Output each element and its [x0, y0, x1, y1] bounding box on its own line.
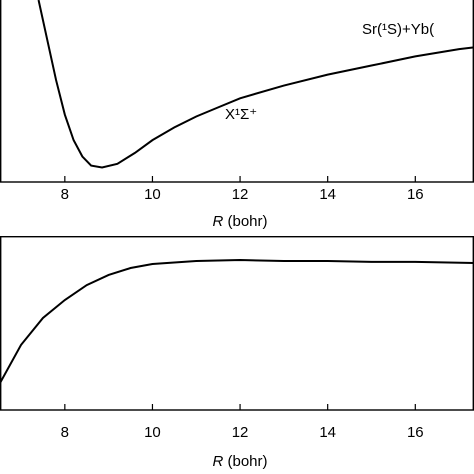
x-tick-label: 12 — [232, 186, 249, 203]
curve — [0, 259, 474, 384]
x-tick-label: 12 — [232, 424, 249, 441]
plot-frame — [0, 235, 474, 411]
x-tick-label: 10 — [144, 424, 161, 441]
x-tick-label: 8 — [61, 424, 69, 441]
annotation: X¹Σ⁺ — [225, 106, 257, 123]
plot-frame — [0, 0, 474, 183]
x-tick-label: 14 — [319, 424, 336, 441]
x-tick-label: 14 — [319, 186, 336, 203]
x-axis-label: R (bohr) — [212, 213, 267, 230]
x-tick-label: 8 — [61, 186, 69, 203]
x-tick-label: 16 — [407, 424, 424, 441]
annotation: Sr(¹S)+Yb( — [362, 21, 434, 38]
curve — [37, 0, 474, 169]
x-axis-label: R (bohr) — [212, 453, 267, 470]
x-tick-label: 10 — [144, 186, 161, 203]
x-tick-label: 16 — [407, 186, 424, 203]
